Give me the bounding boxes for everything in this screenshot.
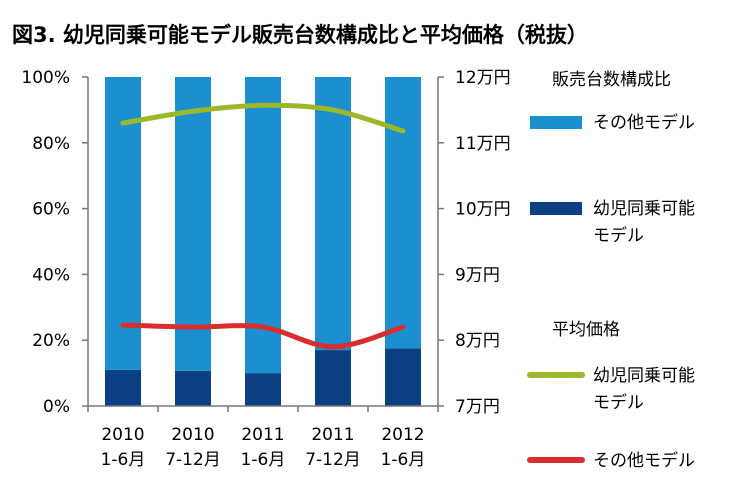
bar-other-4	[385, 77, 421, 349]
bar-infant-2	[245, 373, 281, 406]
left-tick-label-4: 80%	[32, 134, 70, 154]
left-tick-label-2: 40%	[32, 265, 70, 285]
x-tick-line-3-1: 7-12月	[305, 450, 361, 470]
x-tick-line-0-1: 1-6月	[101, 450, 146, 470]
legend-line-group-title: 平均価格	[552, 320, 620, 340]
x-tick-line-3-0: 2011	[311, 425, 354, 445]
legend-bar-group-title: 販売台数構成比	[552, 70, 671, 90]
legend-line-label-1-0: その他モデル	[593, 450, 695, 471]
axes-layer: 0% 20% 40% 60% 80% 100% 7万円 8万円 9万円 10万円 11万円 12万円 2…	[21, 68, 510, 470]
x-tick-line-4-0: 2012	[381, 425, 424, 445]
legend-bar-swatch-1	[530, 202, 582, 215]
legend-bar-label-1-0: 幼児同乗可能	[593, 199, 695, 219]
line-series-1	[120, 322, 406, 350]
x-tick-line-4-1: 1-6月	[381, 450, 426, 470]
right-tick-label-4: 11万円	[455, 134, 511, 154]
legend-line-label-0-0: 幼児同乗可能	[593, 366, 695, 386]
x-tick-line-1-0: 2010	[171, 425, 214, 445]
bar-infant-0	[105, 369, 141, 406]
right-tick-label-1: 8万円	[455, 331, 500, 351]
x-tick-label-2: 2011 1-6月	[241, 425, 286, 470]
x-tick-line-2-1: 1-6月	[241, 450, 286, 470]
x-tick-line-0-0: 2010	[101, 425, 144, 445]
legend-bar-swatch-0	[530, 116, 582, 129]
right-tick-label-2: 9万円	[455, 265, 500, 285]
bar-other-1	[175, 77, 211, 371]
bar-other-0	[105, 77, 141, 370]
x-tick-line-2-0: 2011	[241, 425, 284, 445]
legend-bar-label-1-1: モデル	[593, 225, 644, 246]
legend-line-label-0-1: モデル	[593, 392, 644, 413]
bars-layer	[105, 77, 421, 406]
x-tick-line-1-1: 7-12月	[165, 450, 221, 470]
x-tick-label-4: 2012 1-6月	[381, 425, 426, 470]
left-tick-label-5: 100%	[21, 68, 70, 88]
left-tick-label-3: 60%	[32, 200, 70, 220]
bar-other-3	[315, 77, 351, 351]
right-tick-label-3: 10万円	[455, 200, 511, 220]
chart-title: 図3. 幼児同乗可能モデル販売台数構成比と平均価格（税抜）	[12, 23, 588, 47]
right-tick-label-0: 7万円	[455, 397, 500, 417]
bar-infant-1	[175, 370, 211, 406]
line-series-0	[120, 102, 406, 134]
bar-infant-3	[315, 350, 351, 406]
right-tick-label-5: 12万円	[455, 68, 511, 88]
x-tick-label-1: 2010 7-12月	[165, 425, 221, 470]
x-tick-label-3: 2011 7-12月	[305, 425, 361, 470]
legend: 販売台数構成比その他モデル幼児同乗可能モデル平均価格幼児同乗可能モデルその他モデ…	[527, 70, 695, 471]
left-tick-label-1: 20%	[32, 331, 70, 351]
legend-bar-label-0-0: その他モデル	[593, 112, 695, 133]
bar-infant-4	[385, 348, 421, 406]
x-tick-label-0: 2010 1-6月	[101, 425, 146, 470]
lines-layer	[120, 102, 406, 350]
left-tick-label-0: 0%	[43, 397, 70, 417]
